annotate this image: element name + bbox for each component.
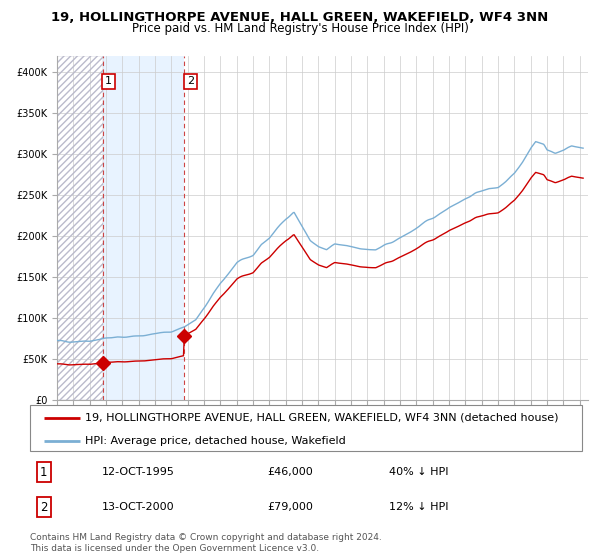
Text: 19, HOLLINGTHORPE AVENUE, HALL GREEN, WAKEFIELD, WF4 3NN: 19, HOLLINGTHORPE AVENUE, HALL GREEN, WA…	[52, 11, 548, 24]
FancyBboxPatch shape	[30, 405, 582, 451]
Text: Price paid vs. HM Land Registry's House Price Index (HPI): Price paid vs. HM Land Registry's House …	[131, 22, 469, 35]
Text: 12% ↓ HPI: 12% ↓ HPI	[389, 502, 448, 512]
Bar	[57, 56, 103, 400]
Text: 1: 1	[40, 466, 47, 479]
Text: £46,000: £46,000	[268, 468, 313, 478]
Bar	[103, 56, 184, 400]
Text: 12-OCT-1995: 12-OCT-1995	[102, 468, 175, 478]
Text: 13-OCT-2000: 13-OCT-2000	[102, 502, 175, 512]
Text: 19, HOLLINGTHORPE AVENUE, HALL GREEN, WAKEFIELD, WF4 3NN (detached house): 19, HOLLINGTHORPE AVENUE, HALL GREEN, WA…	[85, 413, 559, 423]
Text: HPI: Average price, detached house, Wakefield: HPI: Average price, detached house, Wake…	[85, 436, 346, 446]
Text: 2: 2	[40, 501, 47, 514]
Text: 40% ↓ HPI: 40% ↓ HPI	[389, 468, 448, 478]
Text: Contains HM Land Registry data © Crown copyright and database right 2024.
This d: Contains HM Land Registry data © Crown c…	[30, 533, 382, 553]
Text: £79,000: £79,000	[268, 502, 313, 512]
Text: 1: 1	[105, 77, 112, 86]
Text: 2: 2	[187, 77, 194, 86]
Bar	[57, 56, 103, 400]
